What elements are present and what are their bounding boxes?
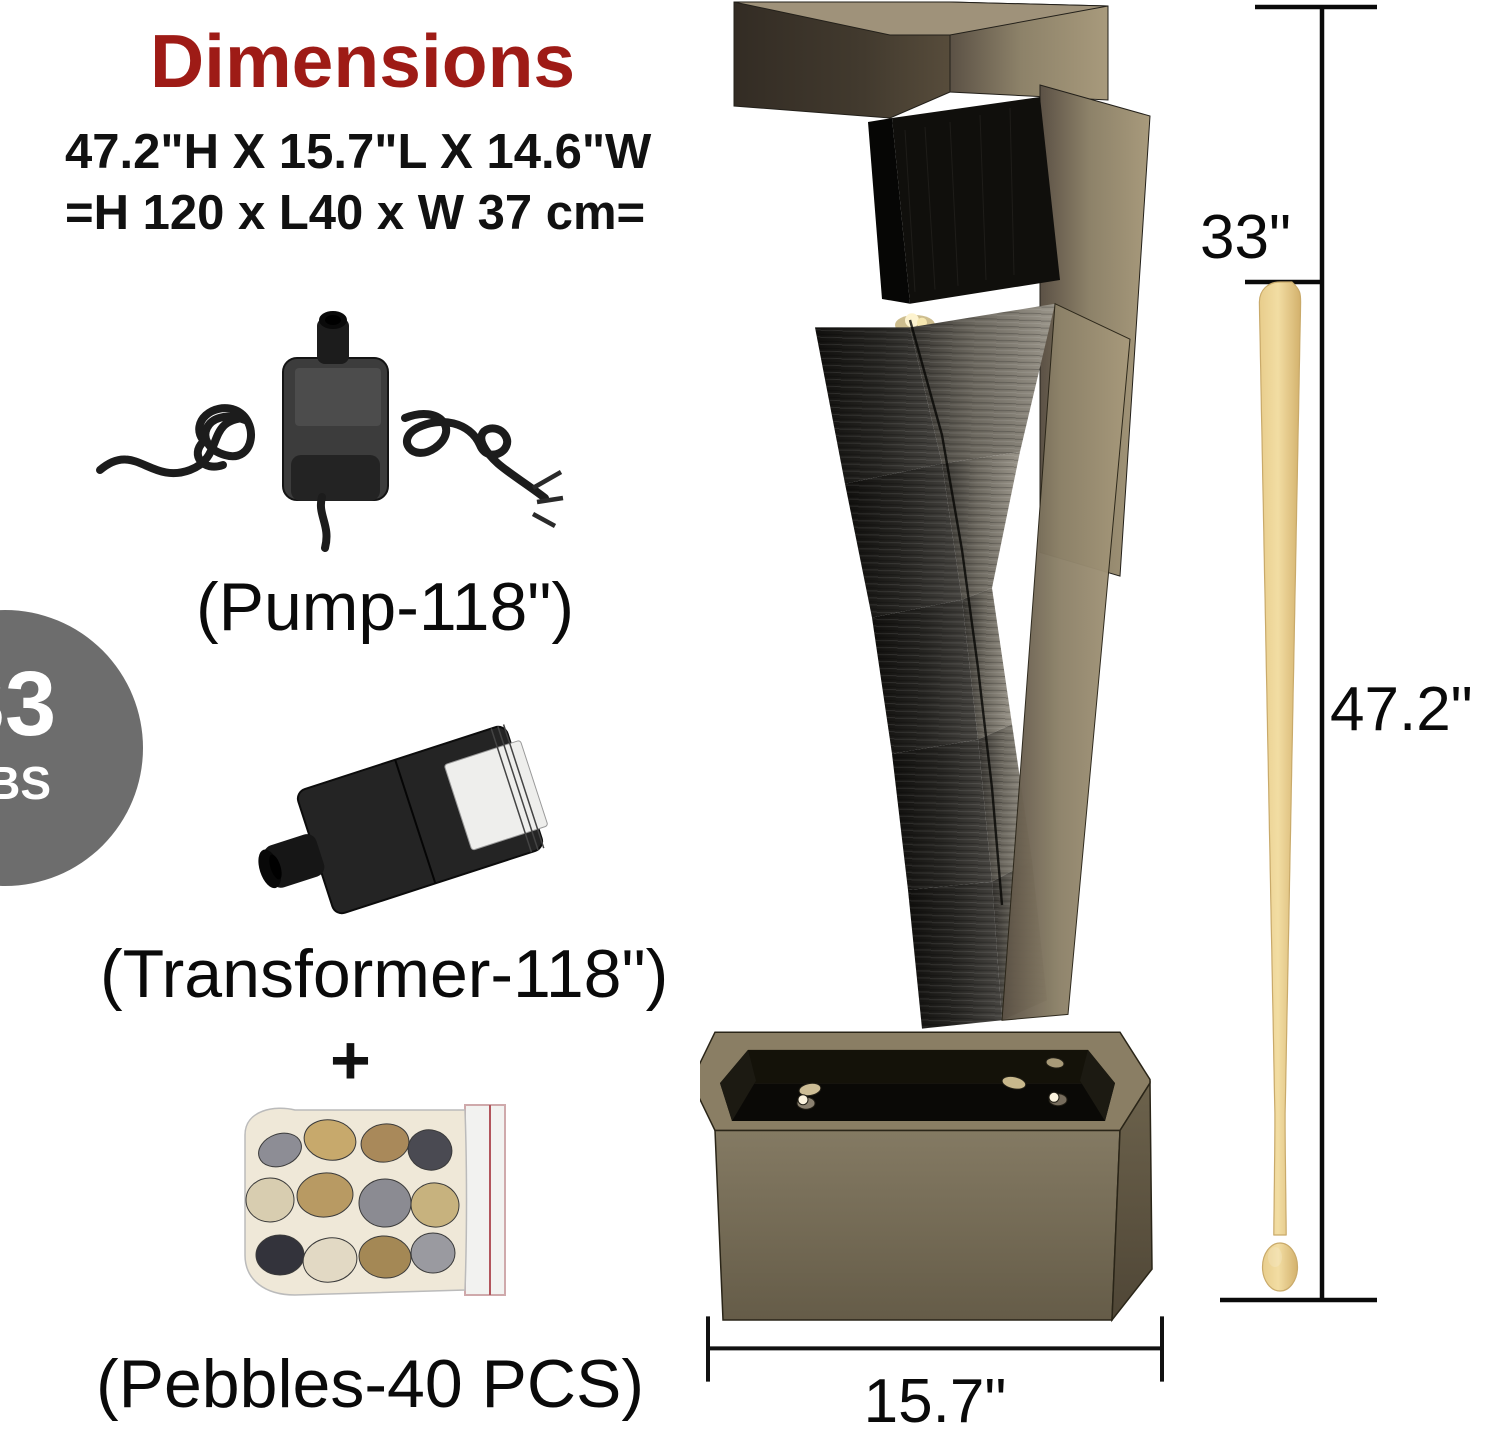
svg-text:33": 33" [1200, 203, 1291, 272]
svg-text:15.7": 15.7" [864, 1367, 1007, 1434]
svg-text:47.2": 47.2" [1330, 675, 1473, 744]
